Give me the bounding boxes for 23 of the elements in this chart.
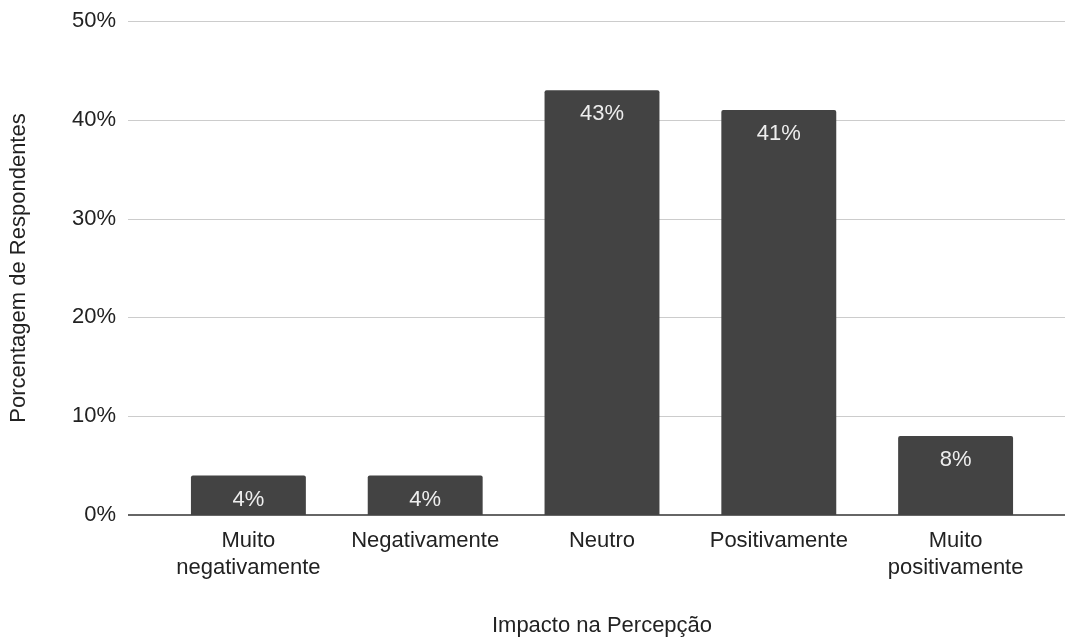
x-tick-label: Muito positivamente	[887, 526, 1024, 579]
x-tick-label: Positivamente	[709, 526, 848, 552]
y-axis-title: Porcentagem de Respondentes	[5, 113, 31, 423]
data-label: 8%	[939, 446, 972, 472]
data-label: 4%	[409, 485, 442, 511]
bar	[544, 90, 660, 515]
y-tick-label: 40%	[71, 105, 116, 131]
bar	[367, 475, 483, 515]
y-tick-label: 0%	[84, 501, 116, 527]
data-label: 41%	[756, 119, 801, 145]
data-label: 43%	[579, 100, 625, 126]
bar	[721, 109, 837, 515]
x-tick-label: Neutro	[568, 526, 636, 552]
x-axis-title: Impacto na Percepção	[491, 611, 713, 637]
bar	[190, 475, 306, 515]
y-tick-label: 10%	[71, 402, 116, 428]
y-tick-label: 20%	[71, 303, 116, 329]
y-tick-label: 50%	[71, 7, 116, 33]
data-label: 4%	[232, 485, 265, 511]
x-tick-label: Muito negativamente	[176, 526, 321, 579]
x-tick-label: Negativamente	[351, 526, 500, 552]
y-tick-label: 30%	[71, 204, 116, 230]
bar	[898, 435, 1014, 515]
